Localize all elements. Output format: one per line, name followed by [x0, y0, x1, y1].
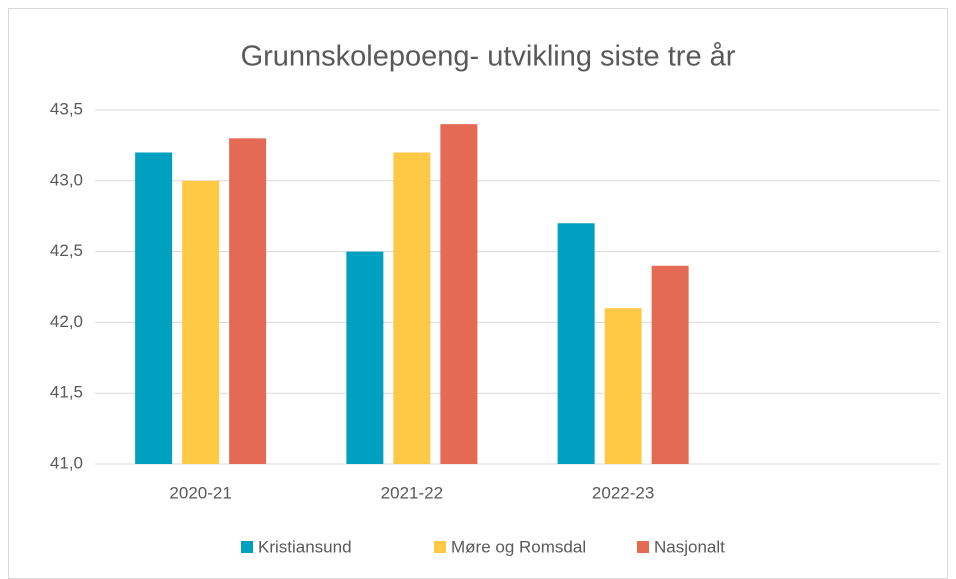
- bar: [182, 180, 220, 465]
- legend-label: Nasjonalt: [654, 537, 725, 556]
- bar: [557, 223, 595, 464]
- legend-label: Møre og Romsdal: [451, 537, 586, 556]
- y-tick-label: 42,0: [50, 312, 83, 331]
- bar: [135, 152, 173, 465]
- x-tick-label: 2021-22: [381, 483, 443, 502]
- legend-swatch: [637, 541, 649, 553]
- y-tick-label: 43,5: [50, 99, 83, 118]
- x-tick-label: 2020-21: [169, 483, 231, 502]
- y-tick-label: 41,5: [50, 383, 83, 402]
- bar: [393, 152, 431, 465]
- legend-swatch: [434, 541, 446, 553]
- bar: [651, 265, 689, 464]
- y-tick-label: 41,0: [50, 453, 83, 472]
- x-tick-label: 2022-23: [592, 483, 654, 502]
- chart-title: Grunnskolepoeng- utvikling siste tre år: [241, 41, 736, 73]
- y-tick-label: 42,5: [50, 241, 83, 260]
- legend-swatch: [241, 541, 253, 553]
- legend-label: Kristiansund: [258, 537, 352, 556]
- bar: [440, 124, 478, 464]
- bar: [346, 251, 384, 464]
- y-tick-label: 43,0: [50, 170, 83, 189]
- bar: [229, 138, 267, 464]
- bar: [604, 308, 642, 464]
